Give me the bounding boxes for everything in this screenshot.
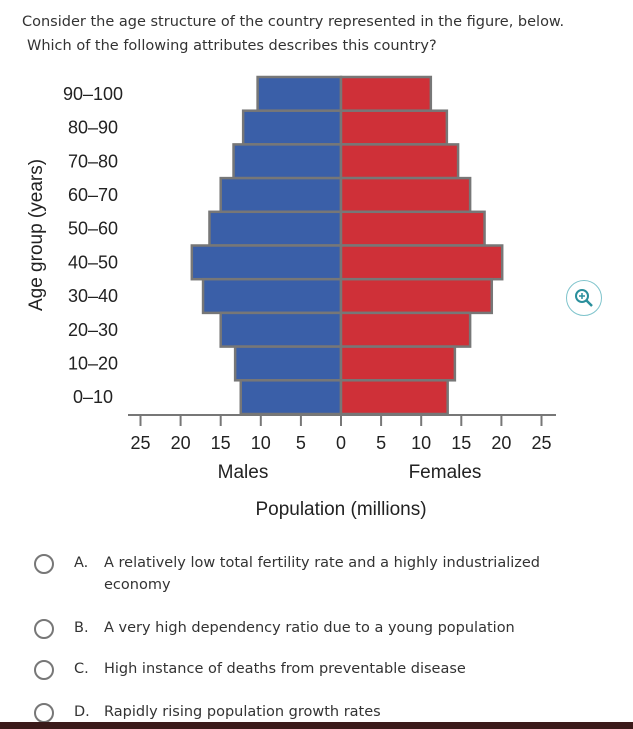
female-bar-40–50 — [339, 244, 504, 281]
x-tick-label: 20 — [171, 433, 191, 453]
bottom-bar — [0, 722, 633, 729]
male-bar-10–20 — [233, 345, 343, 382]
option-text: Rapidly rising population growth rates — [104, 704, 381, 720]
radio-button[interactable] — [34, 619, 54, 639]
y-tick-label: 90–100 — [63, 84, 123, 104]
y-tick-label: 30–40 — [68, 286, 118, 306]
y-tick-label: 40–50 — [68, 252, 118, 272]
x-tick-label: 0 — [336, 433, 346, 453]
x-tick-label: 20 — [491, 433, 511, 453]
zoom-in-button[interactable] — [566, 280, 602, 316]
question-line-2: Which of the following attributes descri… — [27, 38, 437, 54]
female-bar-80–90 — [339, 109, 449, 146]
radio-button[interactable] — [34, 703, 54, 723]
option-letter: B. — [74, 620, 89, 636]
female-bar-10–20 — [339, 345, 457, 382]
female-bar-20–30 — [339, 311, 472, 348]
option-letter: D. — [74, 704, 90, 720]
male-bar-70–80 — [232, 143, 343, 180]
y-tick-label: 50–60 — [68, 219, 118, 239]
female-bar-50–60 — [339, 210, 486, 247]
option-text: High instance of deaths from preventable… — [104, 661, 466, 677]
option-letter: A. — [74, 555, 89, 571]
zoom-in-icon — [575, 289, 593, 307]
x-tick-label: 25 — [531, 433, 551, 453]
radio-button[interactable] — [34, 660, 54, 680]
male-bar-80–90 — [241, 109, 343, 146]
male-bar-0–10 — [239, 379, 343, 416]
x-tick-label: 5 — [376, 433, 386, 453]
option-c[interactable]: C. High instance of deaths from preventa… — [34, 658, 554, 680]
female-bar-90–100 — [339, 75, 433, 112]
male-bar-50–60 — [208, 210, 343, 247]
option-letter: C. — [74, 661, 89, 677]
y-axis-title: Age group (years) — [26, 159, 47, 311]
option-d[interactable]: D. Rapidly rising population growth rate… — [34, 701, 554, 723]
female-bar-70–80 — [339, 143, 460, 180]
x-tick-label: 5 — [296, 433, 306, 453]
male-bar-90–100 — [256, 75, 343, 112]
option-b[interactable]: B. A very high dependency ratio due to a… — [34, 617, 554, 639]
y-tick-label: 80–90 — [68, 118, 118, 138]
option-text: A very high dependency ratio due to a yo… — [104, 620, 515, 636]
y-tick-label: 20–30 — [68, 320, 118, 340]
y-tick-label: 70–80 — [68, 151, 118, 171]
female-bar-0–10 — [339, 379, 449, 416]
question-line-1: Consider the age structure of the countr… — [22, 14, 565, 30]
y-tick-label: 60–70 — [68, 185, 118, 205]
x-tick-label: 25 — [130, 433, 150, 453]
females-label: Females — [409, 462, 482, 483]
option-text: A relatively low total fertility rate an… — [104, 555, 541, 593]
male-bar-30–40 — [201, 277, 343, 315]
y-tick-label: 10–20 — [68, 353, 118, 373]
radio-button[interactable] — [34, 554, 54, 574]
female-bar-30–40 — [339, 277, 494, 315]
option-a[interactable]: A. A relatively low total fertility rate… — [34, 552, 554, 596]
male-bar-20–30 — [219, 311, 343, 348]
x-tick-label: 15 — [451, 433, 471, 453]
x-tick-label: 10 — [411, 433, 431, 453]
population-pyramid-chart: 90–100 80–90 70–80 60–70 50–60 40–50 30–40 20–3… — [26, 75, 556, 520]
male-bar-40–50 — [190, 244, 343, 281]
question-text: Consider the age structure of the countr… — [22, 10, 564, 58]
x-tick-label: 10 — [251, 433, 271, 453]
male-bar-60–70 — [219, 176, 343, 214]
males-label: Males — [218, 462, 269, 483]
y-tick-label: 0–10 — [73, 387, 113, 407]
x-axis-title: Population (millions) — [255, 499, 426, 520]
x-tick-label: 15 — [211, 433, 231, 453]
female-bar-60–70 — [339, 176, 472, 214]
